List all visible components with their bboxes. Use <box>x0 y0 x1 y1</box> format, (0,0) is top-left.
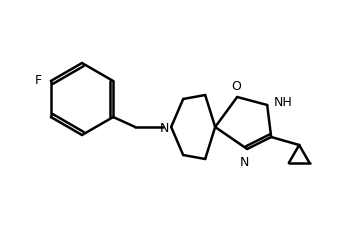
Text: NH: NH <box>274 96 293 109</box>
Text: N: N <box>239 155 249 168</box>
Text: O: O <box>231 80 241 93</box>
Text: N: N <box>160 121 169 134</box>
Text: F: F <box>34 73 42 86</box>
